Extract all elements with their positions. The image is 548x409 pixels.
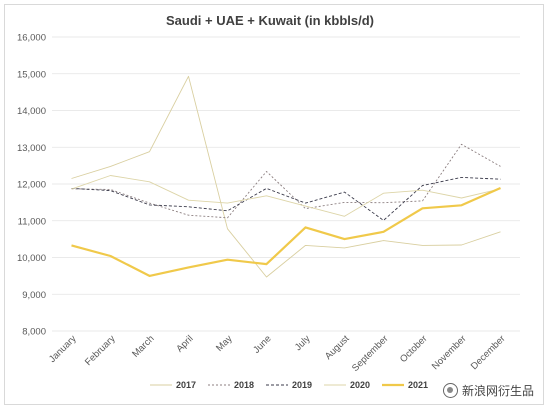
legend-label: 2017	[176, 380, 196, 390]
x-tick-label: December	[469, 333, 508, 372]
y-tick-label: 14,000	[17, 106, 46, 117]
legend-label: 2021	[408, 380, 428, 390]
y-tick-label: 11,000	[18, 216, 46, 227]
series-line-2020	[71, 175, 501, 217]
weibo-logo-icon	[442, 383, 458, 398]
x-tick-label: October	[398, 333, 430, 365]
x-tick-label: May	[214, 333, 235, 354]
y-tick-label: 13,000	[17, 143, 46, 154]
x-tick-label: April	[174, 333, 195, 354]
x-tick-label: January	[47, 333, 79, 365]
legend-label: 2020	[350, 380, 370, 390]
gridlines	[52, 36, 520, 332]
y-tick-label: 8,000	[22, 327, 46, 338]
legend-label: 2019	[292, 380, 312, 390]
y-axis-ticks: 8,000 9,000 10,000 11,000 12,000 13,000 14,000…	[17, 33, 46, 338]
x-tick-label: August	[323, 333, 352, 362]
x-tick-label: February	[83, 333, 118, 368]
watermark-text: 新浪网衍生品	[461, 384, 534, 398]
series-lines	[71, 75, 501, 278]
y-tick-label: 16,000	[17, 33, 46, 44]
legend-label: 2018	[234, 380, 254, 390]
chart-title: Saudi + UAE + Kuwait (in kbbls/d)	[166, 13, 374, 28]
watermark: 新浪网衍生品	[442, 382, 534, 399]
x-tick-label: March	[130, 333, 156, 359]
y-tick-label: 15,000	[17, 69, 46, 80]
x-tick-label: November	[430, 333, 469, 372]
series-line-2021	[71, 186, 501, 277]
series-line-2018	[71, 143, 501, 219]
chart-frame	[4, 4, 544, 405]
x-tick-label: June	[251, 333, 273, 355]
x-tick-label: July	[293, 333, 313, 353]
y-tick-label: 9,000	[22, 290, 46, 301]
x-axis-ticks: January February March April May June July Augu…	[47, 333, 508, 374]
y-tick-label: 10,000	[17, 253, 46, 264]
y-tick-label: 12,000	[17, 180, 46, 191]
series-line-2017	[71, 75, 501, 278]
x-tick-label: September	[350, 333, 391, 374]
legend: 2017 2018 2019 2020 2021	[150, 380, 428, 390]
